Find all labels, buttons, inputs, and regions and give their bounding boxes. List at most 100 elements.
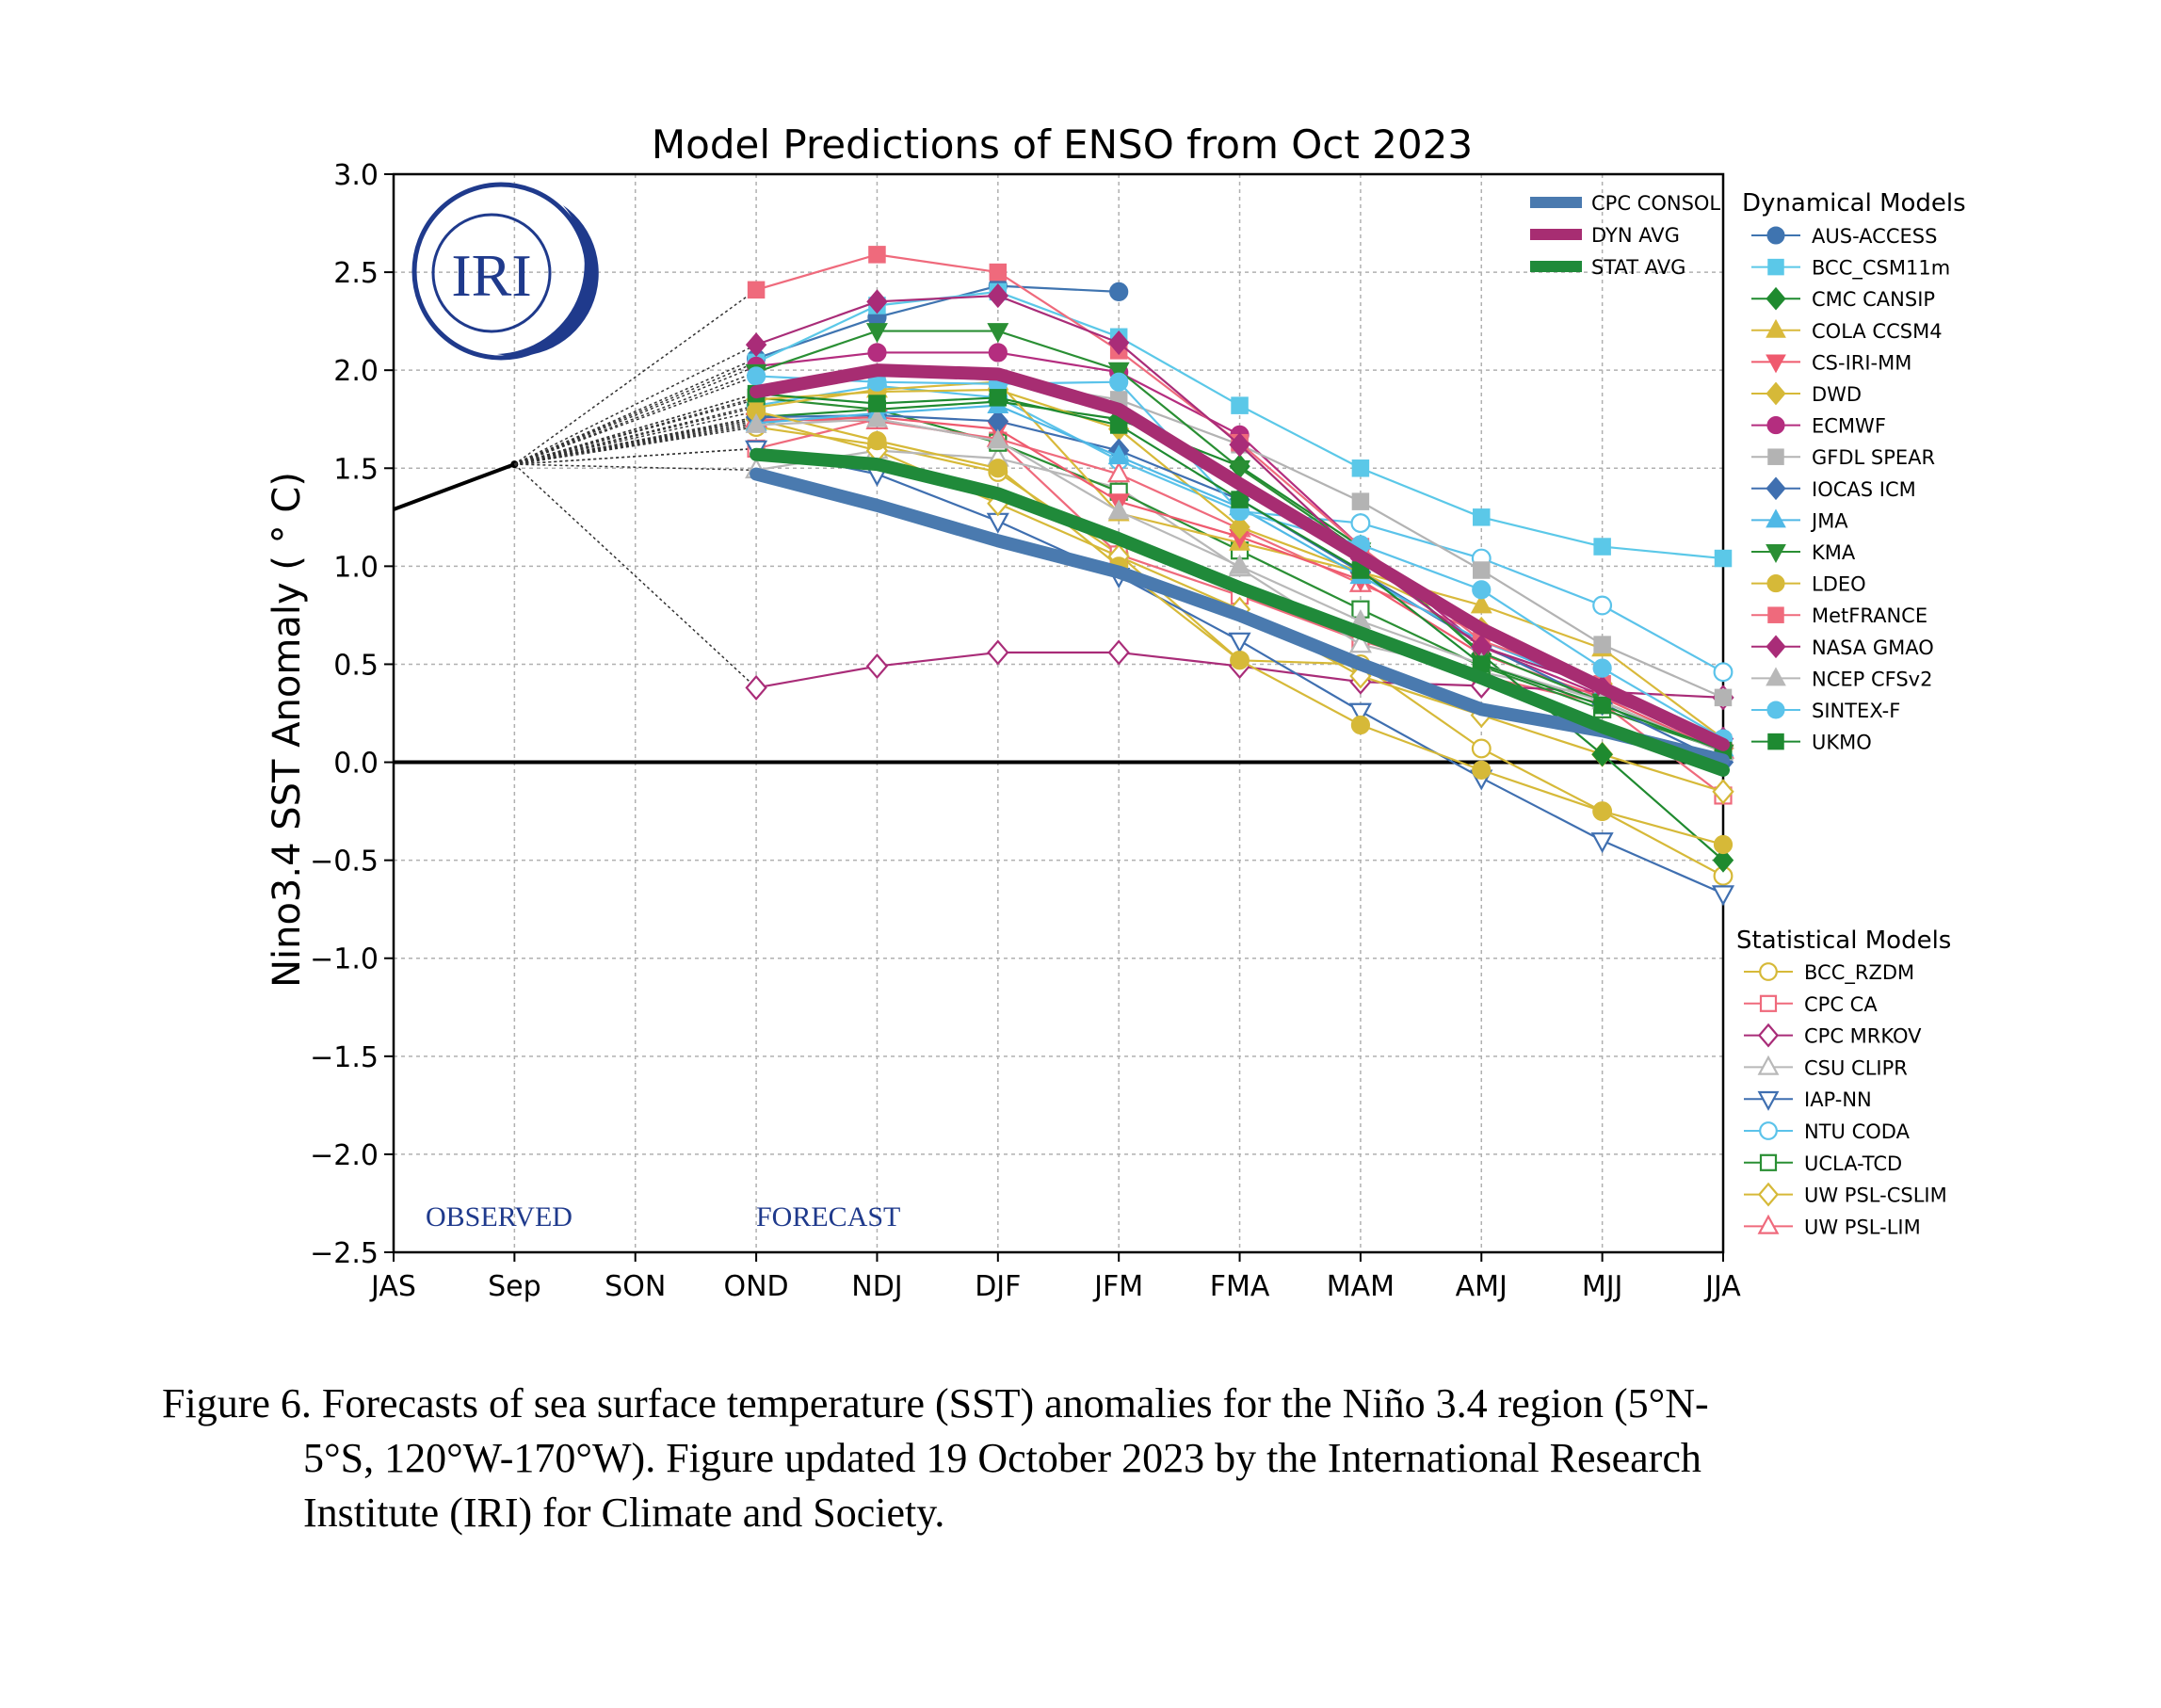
legend-marker-metfrance [1767,606,1784,623]
legend-marker-iap-nn [1757,1090,1780,1111]
point-ncep-cfsv2 [1107,499,1130,520]
y-tick-label: −2.0 [310,1139,379,1172]
point-nasa-gmao [866,289,888,314]
legend-label-metfrance: MetFRANCE [1812,604,1927,627]
y-tick-label: 0.0 [333,748,379,781]
legend-label-csu-clipr: CSU CLIPR [1804,1056,1908,1079]
point-cmc-cansip [1591,742,1613,767]
point-kma [865,323,888,344]
point-ncep-cfsv2 [865,407,888,427]
legend-label-gfdl-spear: GFDL SPEAR [1812,446,1935,469]
point-cpc-mrkov [745,674,767,701]
x-tick-label: OND [724,1270,789,1303]
figure-caption: Figure 6. Forecasts of sea surface tempe… [162,1377,2008,1540]
x-tick-label: JJA [1703,1270,1741,1303]
y-tick-label: 2.0 [333,355,379,388]
legend-heading-dynamical: Dynamical Models [1742,189,1966,218]
legend-label-uw-psl-cslim: UW PSL-CSLIM [1804,1184,1947,1207]
connector-bcc-csm11m [514,362,757,465]
y-axis-label: Nino3.4 SST Anomaly ( ° C) [266,472,309,988]
legend-label-stat-avg: STAT AVG [1591,256,1685,279]
point-bcc-csm11m [1714,549,1733,568]
legend-label-uw-psl-lim: UW PSL-LIM [1804,1216,1921,1238]
connector-bcc-rzdm [514,426,757,465]
legend-marker-bcc-rzdm [1759,962,1778,981]
legend-label-ldeo: LDEO [1812,573,1866,596]
point-ldeo [1472,760,1492,780]
point-gfdl-spear [1473,561,1491,579]
legend-marker-uw-psl-lim [1757,1214,1780,1234]
point-uw-psl-lim [1107,461,1131,483]
point-iap-nn [986,512,1009,534]
point-aus-access [1109,282,1129,302]
connector-ldeo [514,411,757,465]
legend-marker-cmc-cansip [1766,286,1786,311]
point-uw-psl-cslim [1712,779,1734,805]
point-ldeo [1230,651,1250,670]
x-tick-label: DJF [975,1270,1021,1303]
average-line-cpc-consol [750,467,1730,767]
point-jma [1107,444,1130,465]
point-ukmo [868,395,886,412]
point-cpc-mrkov [1107,639,1130,666]
y-tick-label: 1.0 [333,551,379,584]
connector-csu-clipr [514,463,757,472]
point-metfrance [747,281,766,299]
legend-label-sintex-f: SINTEX-F [1812,700,1900,722]
point-gfdl-spear [1351,492,1370,510]
point-sintex-f [1592,658,1612,678]
caption-line-1: Figure 6. Forecasts of sea surface tempe… [162,1380,1709,1426]
y-tick-label: −1.5 [310,1041,379,1074]
connector-ucla-tcd [514,396,757,465]
legend-marker-cs-iri-mm [1766,354,1786,374]
point-nasa-gmao [987,283,1009,309]
point-ldeo [988,459,1008,478]
legend-label-cpc-consol: CPC CONSOL [1591,192,1720,215]
point-ldeo [1592,801,1612,821]
legend-label-ntu-coda: NTU CODA [1804,1120,1911,1143]
point-cola-ccsm4 [1470,593,1492,614]
point-ukmo [989,389,1008,407]
point-bcc-csm11m [1231,396,1249,414]
average-line-dyn-avg [750,363,1730,751]
legend-marker-gfdl-spear [1767,448,1784,465]
legend-marker-ncep-cfsv2 [1766,667,1786,686]
point-ncep-cfsv2 [1229,554,1251,574]
y-tick-label: −0.5 [310,846,379,878]
y-tick-label: −2.5 [310,1237,379,1270]
point-cpc-mrkov [987,639,1009,666]
iri-logo: IRI [411,182,599,361]
point-sintex-f [746,366,766,386]
legend-marker-csu-clipr [1757,1055,1780,1075]
x-tick-label: MJJ [1582,1270,1623,1303]
average-line-stat-avg [750,447,1730,777]
legend-label-bcc-rzdm: BCC_RZDM [1804,961,1914,985]
observed-line [393,462,516,511]
point-dwd [1229,514,1250,540]
legend-label-ucla-tcd: UCLA-TCD [1804,1152,1902,1175]
legend-label-dwd: DWD [1812,383,1862,406]
point-kma [1107,362,1130,382]
plot-frame [392,172,1725,1254]
forecast-annotation: FORECAST [756,1201,900,1233]
legend-label-cpc-mrkov: CPC MRKOV [1804,1025,1922,1048]
y-tick-label: 1.5 [333,453,379,486]
legend-label-cmc-cansip: CMC CANSIP [1812,288,1935,311]
point-cmc-cansip [1712,847,1734,873]
point-sintex-f [1109,372,1129,392]
legend-marker-jma [1766,508,1786,528]
point-ukmo [1593,696,1611,715]
x-tick-label: JAS [369,1270,416,1303]
point-kma [987,323,1009,344]
legend-marker-aus-access [1766,226,1785,245]
legend-label-nasa-gmao: NASA GMAO [1812,636,1934,659]
y-tick-label: −1.0 [310,943,379,976]
connector-cpc-mrkov [513,463,757,688]
connector-kma [514,371,757,465]
point-gfdl-spear [1714,688,1733,707]
point-nasa-gmao [1229,432,1250,458]
legend-marker-ukmo [1767,733,1784,750]
point-iap-nn [1348,702,1372,724]
point-ncep-cfsv2 [745,412,767,433]
point-bcc-csm11m [1351,459,1370,477]
